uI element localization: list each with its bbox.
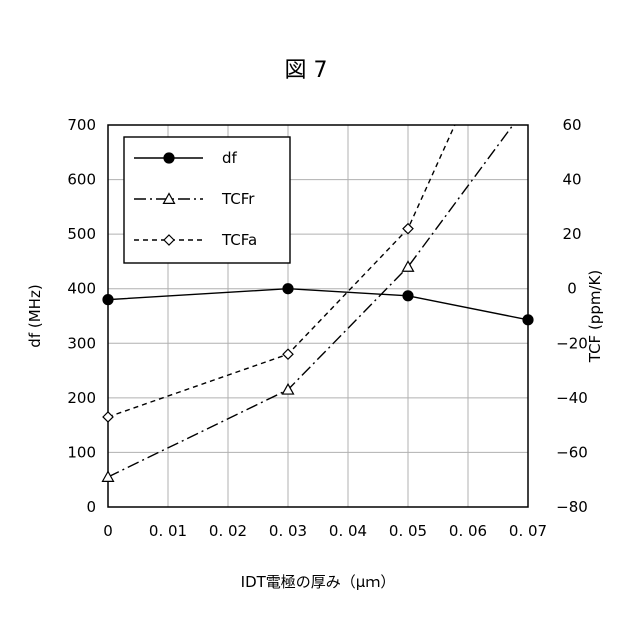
data-point-tcfr xyxy=(103,471,114,481)
series-line-df xyxy=(108,289,528,320)
y-left-tick-label: 200 xyxy=(67,389,96,407)
y-left-tick-label: 100 xyxy=(67,443,96,461)
legend: df TCFr TCFa xyxy=(124,137,290,263)
y-left-tick-label: 700 xyxy=(67,116,96,134)
x-tick-label: 0. 04 xyxy=(329,522,367,540)
legend-label-tcfr: TCFr xyxy=(221,190,255,208)
x-tick-label: 0. 03 xyxy=(269,522,307,540)
y-right-tick-label: 40 xyxy=(562,171,581,189)
legend-label-df: df xyxy=(222,149,238,167)
x-tick-label: 0. 01 xyxy=(149,522,187,540)
x-tick-label: 0. 05 xyxy=(389,522,427,540)
y-left-tick-label: 600 xyxy=(67,171,96,189)
data-point-tcfa xyxy=(403,224,413,234)
y-right-tick-label: −60 xyxy=(556,443,588,461)
y-right-tick-labels: −80 −60 −40 −20 0 20 40 60 xyxy=(556,116,588,516)
y-left-tick-label: 0 xyxy=(86,498,96,516)
data-point-df xyxy=(103,295,113,305)
y-right-tick-label: 20 xyxy=(562,225,581,243)
y-right-axis-label: TCF (ppm/K) xyxy=(586,270,604,363)
x-tick-label: 0. 07 xyxy=(509,522,547,540)
y-left-tick-labels: 0 100 200 300 400 500 600 700 xyxy=(67,116,96,516)
y-right-tick-label: 60 xyxy=(562,116,581,134)
y-left-axis-label: df (MHz) xyxy=(26,284,44,347)
data-point-df xyxy=(403,291,413,301)
y-right-tick-label: −20 xyxy=(556,334,588,352)
y-left-tick-label: 300 xyxy=(67,334,96,352)
figure-title: 図 7 xyxy=(285,58,328,83)
legend-label-tcfa: TCFa xyxy=(221,231,257,249)
legend-box xyxy=(124,137,290,263)
x-tick-labels: 0 0. 01 0. 02 0. 03 0. 04 0. 05 0. 06 0. 07 xyxy=(103,522,547,540)
data-point-df xyxy=(283,284,293,294)
data-point-df xyxy=(523,315,533,325)
data-point-tcfr xyxy=(403,261,414,271)
data-point-tcfa xyxy=(283,349,293,359)
y-right-tick-label: 0 xyxy=(567,280,577,298)
y-left-tick-label: 500 xyxy=(67,225,96,243)
x-tick-label: 0. 06 xyxy=(449,522,487,540)
y-left-tick-label: 400 xyxy=(67,280,96,298)
y-right-tick-label: −80 xyxy=(556,498,588,516)
x-tick-label: 0. 02 xyxy=(209,522,247,540)
legend-marker-df xyxy=(164,153,174,163)
data-point-tcfa xyxy=(103,412,113,422)
x-axis-label: IDT電極の厚み（μｍ） xyxy=(241,573,396,591)
y-right-tick-label: −40 xyxy=(556,389,588,407)
x-tick-label: 0 xyxy=(103,522,113,540)
